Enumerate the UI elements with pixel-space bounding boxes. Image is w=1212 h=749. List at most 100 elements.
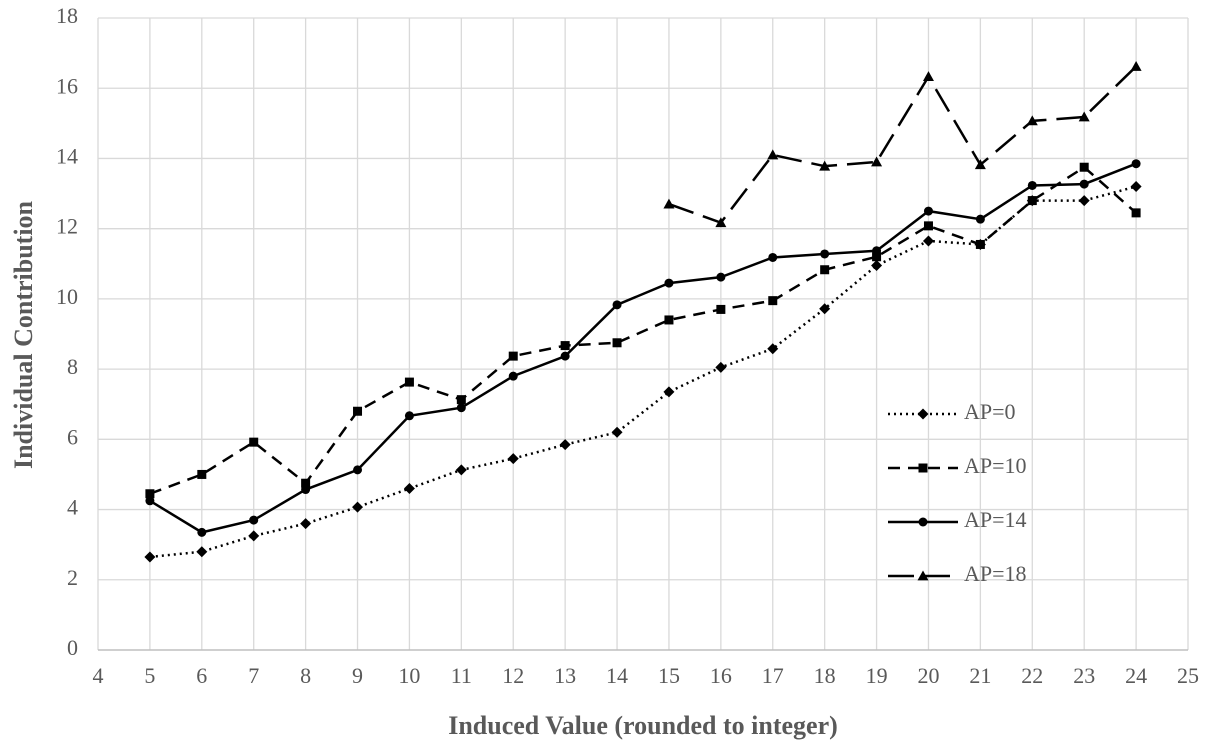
x-tick-label: 25 [1177,663,1199,688]
marker [871,260,883,272]
y-axis-title: Individual Contribution [9,200,38,469]
marker [249,437,259,447]
marker [612,300,622,310]
y-tick-label: 6 [67,424,78,449]
y-tick-label: 2 [67,565,78,590]
marker [197,469,207,479]
marker [612,338,622,348]
marker [508,351,518,361]
marker [456,395,466,405]
legend-label: AP=14 [964,507,1027,532]
y-tick-label: 12 [56,214,78,239]
marker [663,386,675,398]
y-tick-label: 0 [67,635,78,660]
marker [1131,208,1141,218]
marker [872,246,882,256]
x-tick-label: 7 [248,663,259,688]
y-tick-label: 10 [56,284,78,309]
marker [715,217,727,228]
x-tick-label: 9 [352,663,363,688]
marker [508,371,518,381]
x-tick-label: 18 [814,663,836,688]
marker [974,159,986,170]
marker [1131,159,1141,169]
grid [97,17,1189,650]
marker [923,221,933,231]
legend-label: AP=18 [964,561,1027,586]
marker [353,406,363,416]
x-tick-label: 5 [144,663,155,688]
marker [918,463,928,473]
marker [611,426,623,438]
marker [301,478,311,488]
marker [767,343,779,355]
marker [871,156,883,167]
x-tick-label: 23 [1073,663,1095,688]
marker [768,296,778,306]
marker [923,206,933,216]
x-axis-title: Induced Value (rounded to integer) [448,711,838,740]
marker [455,464,467,476]
series-line [668,65,1137,225]
marker [352,501,364,513]
marker [559,439,571,451]
x-tick-label: 15 [658,663,680,688]
marker [560,341,570,351]
y-tick-label: 16 [56,73,78,98]
x-tick-label: 12 [502,663,524,688]
x-tick-label: 14 [606,663,628,688]
marker [663,198,675,209]
marker [715,361,727,373]
y-tick-label: 4 [67,495,78,520]
marker [917,570,929,581]
marker [404,411,414,421]
marker [922,71,934,82]
series-line [149,162,1137,534]
y-tick-label: 8 [67,354,78,379]
x-tick-label: 22 [1021,663,1043,688]
marker [820,249,830,259]
marker [975,239,985,249]
marker [1026,115,1038,126]
x-tick-label: 8 [300,663,311,688]
marker [1027,196,1037,206]
x-tick-label: 24 [1125,663,1147,688]
marker [403,482,415,494]
marker [1130,181,1142,193]
marker [975,214,985,224]
marker [872,252,882,262]
marker [197,527,207,537]
y-tick-label: 18 [56,3,78,28]
marker [917,408,929,420]
marker [145,496,155,506]
x-tick-label: 16 [710,663,732,688]
marker [768,252,778,262]
marker [767,149,779,160]
x-tick-label: 6 [196,663,207,688]
marker [664,315,674,325]
marker [1079,179,1089,189]
marker [922,235,934,247]
legend-label: AP=0 [964,399,1016,424]
marker [716,272,726,282]
marker [196,546,208,558]
marker [918,517,928,527]
marker [1078,111,1090,122]
marker [1079,162,1089,172]
x-tick-label: 21 [969,663,991,688]
x-tick-label: 10 [398,663,420,688]
x-tick-label: 11 [451,663,472,688]
marker [249,515,259,525]
marker [353,465,363,475]
marker [145,489,155,499]
y-tick-label: 14 [56,143,78,168]
marker [144,551,156,563]
marker [1027,180,1037,190]
marker [1078,195,1090,207]
marker [664,278,674,288]
marker [456,403,466,413]
marker [248,530,260,542]
legend-label: AP=10 [964,453,1027,478]
x-tick-label: 19 [866,663,888,688]
